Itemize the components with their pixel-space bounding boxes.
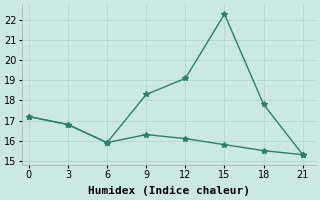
X-axis label: Humidex (Indice chaleur): Humidex (Indice chaleur) bbox=[88, 186, 250, 196]
